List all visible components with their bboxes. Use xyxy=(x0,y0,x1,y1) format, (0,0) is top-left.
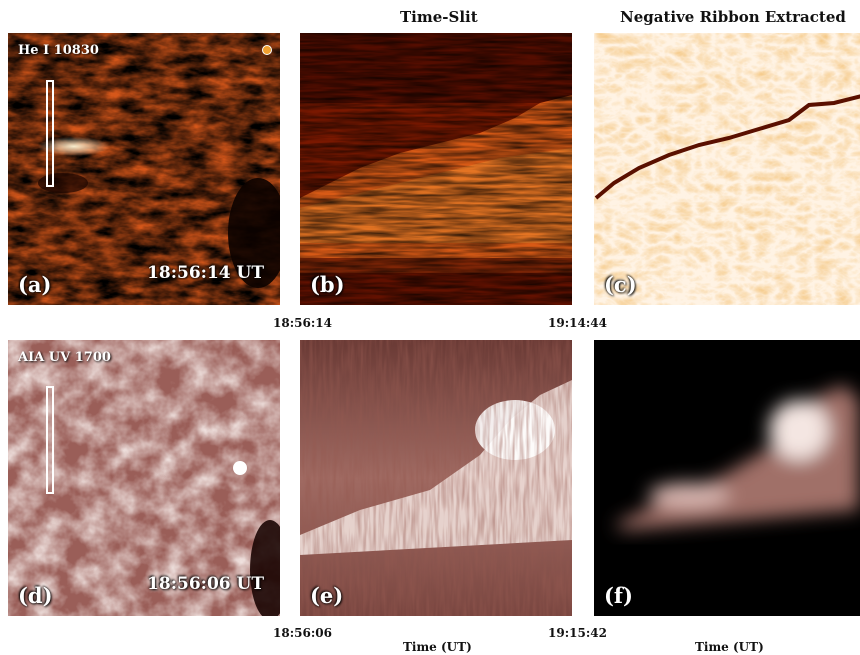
panel-label-b: (b) xyxy=(310,272,345,297)
panel-f-ribbon-extracted: (f) xyxy=(594,340,860,616)
sun-icon xyxy=(262,45,272,55)
panel-label-d: (d) xyxy=(18,583,53,608)
xlabel-f: Time (UT) xyxy=(695,640,764,654)
instrument-label-he: He I 10830 xyxy=(18,43,99,58)
panel-d-aia-image: AIA UV 1700 18:56:06 UT (d) xyxy=(8,340,280,616)
tick-top-end: 19:14:44 xyxy=(548,316,607,330)
tick-top-start: 18:56:14 xyxy=(273,316,332,330)
instrument-label-aia: AIA UV 1700 xyxy=(18,350,111,365)
panel-label-f: (f) xyxy=(604,583,633,608)
panel-label-e: (e) xyxy=(310,583,344,608)
slit-marker-aia xyxy=(46,386,54,494)
slit-marker xyxy=(46,80,54,187)
timestamp-a: 18:56:14 UT xyxy=(147,263,264,283)
panel-e-time-slit: (e) xyxy=(300,340,572,616)
timestamp-d: 18:56:06 UT xyxy=(147,574,264,594)
panel-label-a: (a) xyxy=(18,272,52,297)
tick-bottom-start: 18:56:06 xyxy=(273,626,332,640)
panel-a-he-image: He I 10830 18:56:14 UT (a) xyxy=(8,33,280,305)
tick-bottom-end: 19:15:42 xyxy=(548,626,607,640)
header-time-slit: Time-Slit xyxy=(400,8,478,26)
header-negative-ribbon: Negative Ribbon Extracted xyxy=(620,8,846,26)
panel-c-ribbon-extracted: (c) xyxy=(594,33,860,305)
panel-b-time-slit: (b) xyxy=(300,33,572,305)
xlabel-e: Time (UT) xyxy=(403,640,472,654)
panel-label-c: (c) xyxy=(604,272,637,297)
